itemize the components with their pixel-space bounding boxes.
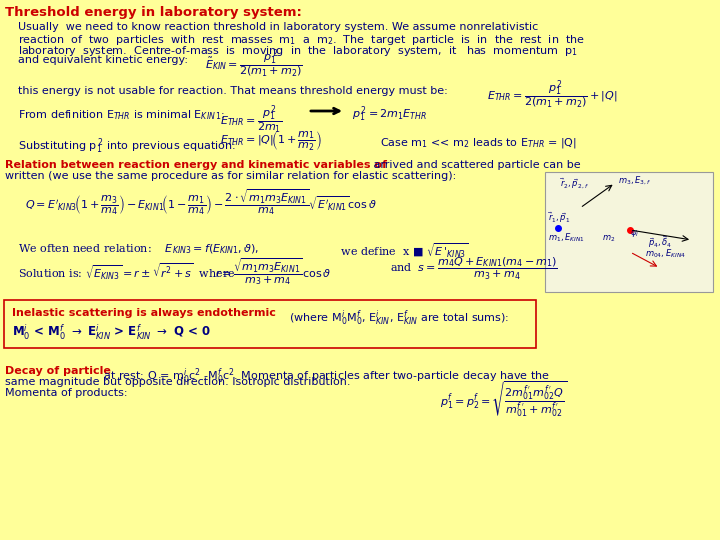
Text: $r=\dfrac{\sqrt{m_1 m_3 E_{KIN1}}}{m_3+m_4}\cos\vartheta$: $r=\dfrac{\sqrt{m_1 m_3 E_{KIN1}}}{m_3+m… [215, 256, 331, 287]
Text: $E_{THR} = \dfrac{p_1^{\,2}}{2m_1}$: $E_{THR} = \dfrac{p_1^{\,2}}{2m_1}$ [220, 103, 282, 136]
Text: Inelastic scattering is always endothermic: Inelastic scattering is always endotherm… [12, 308, 276, 318]
Text: Usually  we need to know reaction threshold in laboratory system. We assume nonr: Usually we need to know reaction thresho… [18, 22, 539, 32]
Text: and  $s=\dfrac{m_4 Q+E_{KIN1}(m_4-m_1)}{m_3+m_4}$: and $s=\dfrac{m_4 Q+E_{KIN1}(m_4-m_1)}{m… [390, 256, 558, 282]
Text: Momenta of products:: Momenta of products: [5, 388, 127, 398]
Text: $Q = E'_{KIN3}\!\left(1+\dfrac{m_3}{m_4}\right) - E_{KIN1}\!\left(1-\dfrac{m_1}{: $Q = E'_{KIN3}\!\left(1+\dfrac{m_3}{m_4}… [25, 187, 377, 217]
Text: Relation between reaction energy and kinematic variables of: Relation between reaction energy and kin… [5, 160, 387, 170]
Text: $m_{04},E_{KIN4}$: $m_{04},E_{KIN4}$ [645, 248, 686, 260]
Text: at rest: Q = m$_0^i$c$^2$ -M$_0^f$c$^2$. Momenta of particles after two-particle: at rest: Q = m$_0^i$c$^2$ -M$_0^f$c$^2$.… [100, 366, 550, 386]
Text: $m_1,E_{KIN1}$: $m_1,E_{KIN1}$ [548, 232, 585, 245]
Text: $p_1^{\,2} = 2m_1 E_{THR}$: $p_1^{\,2} = 2m_1 E_{THR}$ [352, 104, 427, 124]
Text: $E_{THR} = |Q|\!\left(1+\dfrac{m_1}{m_2}\right)$: $E_{THR} = |Q|\!\left(1+\dfrac{m_1}{m_2}… [220, 130, 322, 153]
Text: Substituting p$_1^{\,2}$ into previous equation:: Substituting p$_1^{\,2}$ into previous e… [18, 136, 236, 156]
Text: $m_2$: $m_2$ [602, 234, 616, 245]
Text: same magnitude but opposite direction. Isotropic distribution.: same magnitude but opposite direction. I… [5, 377, 351, 387]
Text: Threshold energy in laboratory system:: Threshold energy in laboratory system: [5, 6, 302, 19]
Text: arrived and scattered particle can be: arrived and scattered particle can be [370, 160, 580, 170]
Text: M$_0^i$ < M$_0^f$ $\rightarrow$ E$^i_{KIN}$ > E$^f_{KIN}$ $\rightarrow$ Q < 0: M$_0^i$ < M$_0^f$ $\rightarrow$ E$^i_{KI… [12, 323, 210, 342]
Text: $m_3,E_{3,f}$: $m_3,E_{3,f}$ [618, 175, 652, 187]
Text: Case m$_1$ << m$_2$ leads to E$_{THR}$ = |Q|: Case m$_1$ << m$_2$ leads to E$_{THR}$ =… [380, 136, 577, 150]
Text: $\vec{r}_2,\vec{p}_{2,f}$: $\vec{r}_2,\vec{p}_{2,f}$ [560, 176, 589, 191]
Text: this energy is not usable for reaction. That means threshold energy must be:: this energy is not usable for reaction. … [18, 86, 448, 96]
Text: $\tilde{E}_{KIN} = \dfrac{p_1^{\,2}}{2(m_1+m_2)}$: $\tilde{E}_{KIN} = \dfrac{p_1^{\,2}}{2(m… [205, 47, 303, 80]
Text: We often need relation:    $E_{KIN3}=f(E_{KIN1},\vartheta),$: We often need relation: $E_{KIN3}=f(E_{K… [18, 242, 259, 255]
Text: and equivalent kinetic energy:: and equivalent kinetic energy: [18, 55, 188, 65]
Text: laboratory  system.  Centre-of-mass  is  moving  in  the  laboratory  system,  i: laboratory system. Centre-of-mass is mov… [18, 44, 578, 58]
FancyBboxPatch shape [545, 172, 713, 292]
Text: $\vec{p}_4,\vec{\delta}_4$: $\vec{p}_4,\vec{\delta}_4$ [648, 234, 672, 250]
Text: Solution is: $\sqrt{E_{KIN3}}=r\pm\sqrt{r^2+s}$  where: Solution is: $\sqrt{E_{KIN3}}=r\pm\sqrt{… [18, 262, 235, 282]
FancyBboxPatch shape [4, 300, 536, 348]
Text: reaction  of  two  particles  with  rest  masses  m$_1$  a  m$_2$.  The  target : reaction of two particles with rest mass… [18, 33, 585, 47]
Text: $E_{THR} = \dfrac{p_1^{\,2}}{2(m_1+m_2)}+|Q|$: $E_{THR} = \dfrac{p_1^{\,2}}{2(m_1+m_2)}… [487, 78, 618, 111]
Text: written (we use the same procedure as for similar relation for elastic scatterin: written (we use the same procedure as fo… [5, 171, 456, 181]
Text: $\psi_i$: $\psi_i$ [630, 228, 639, 239]
Text: $\vec{r}_1,\vec{p}_1$: $\vec{r}_1,\vec{p}_1$ [548, 210, 570, 225]
Text: Decay of particle: Decay of particle [5, 366, 111, 376]
Text: From definition E$_{THR}$ is minimal E$_{KIN\,1}$:: From definition E$_{THR}$ is minimal E$_… [18, 108, 225, 122]
Text: (where M$_0^i$M$_0^f$, E$^i_{KIN}$, E$^f_{KIN}$ are total sums):: (where M$_0^i$M$_0^f$, E$^i_{KIN}$, E$^f… [282, 308, 509, 328]
Text: we define  x $\blacksquare$ $\sqrt{E\,'_{KIN3}}$: we define x $\blacksquare$ $\sqrt{E\,'_{… [330, 242, 469, 260]
Text: $p_1^f = p_2^f = \sqrt{\dfrac{2m^{f\,'}_{01}m^{f\,'}_{02}Q}{m^{f\,'}_{01}+m^{f\,: $p_1^f = p_2^f = \sqrt{\dfrac{2m^{f\,'}_… [440, 379, 567, 418]
